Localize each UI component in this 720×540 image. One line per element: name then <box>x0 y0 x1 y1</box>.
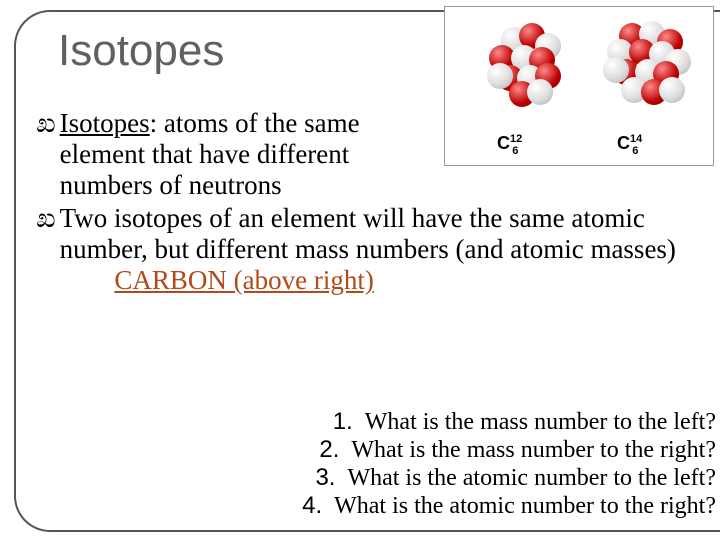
bullet-1: ಖ Isotopes: atoms of the same element th… <box>36 108 441 201</box>
neutron-sphere <box>527 79 553 105</box>
question-1: 1. What is the mass number to the left? <box>302 408 716 436</box>
nucleus-c12 <box>473 19 573 119</box>
bullet-icon: ಖ <box>36 203 56 235</box>
questions-list: 1. What is the mass number to the left? … <box>302 408 716 520</box>
page-title: Isotopes <box>58 26 224 76</box>
nucleus-c14 <box>595 19 695 119</box>
question-4: 4. What is the atomic number to the righ… <box>302 492 716 520</box>
content-area: ಖ Isotopes: atoms of the same element th… <box>36 108 712 298</box>
bullet-2-text: Two isotopes of an element will have the… <box>60 203 712 296</box>
neutron-sphere <box>659 77 685 103</box>
bullet-icon: ಖ <box>36 108 56 140</box>
question-2: 2. What is the mass number to the right? <box>302 436 716 464</box>
question-3: 3. What is the atomic number to the left… <box>302 464 716 492</box>
bullet-2: ಖ Two isotopes of an element will have t… <box>36 203 712 296</box>
neutron-sphere <box>603 57 629 83</box>
bullet-1-text: Isotopes: atoms of the same element that… <box>60 108 441 201</box>
carbon-label: CARBON (above right) <box>114 265 373 295</box>
neutron-sphere <box>487 63 513 89</box>
